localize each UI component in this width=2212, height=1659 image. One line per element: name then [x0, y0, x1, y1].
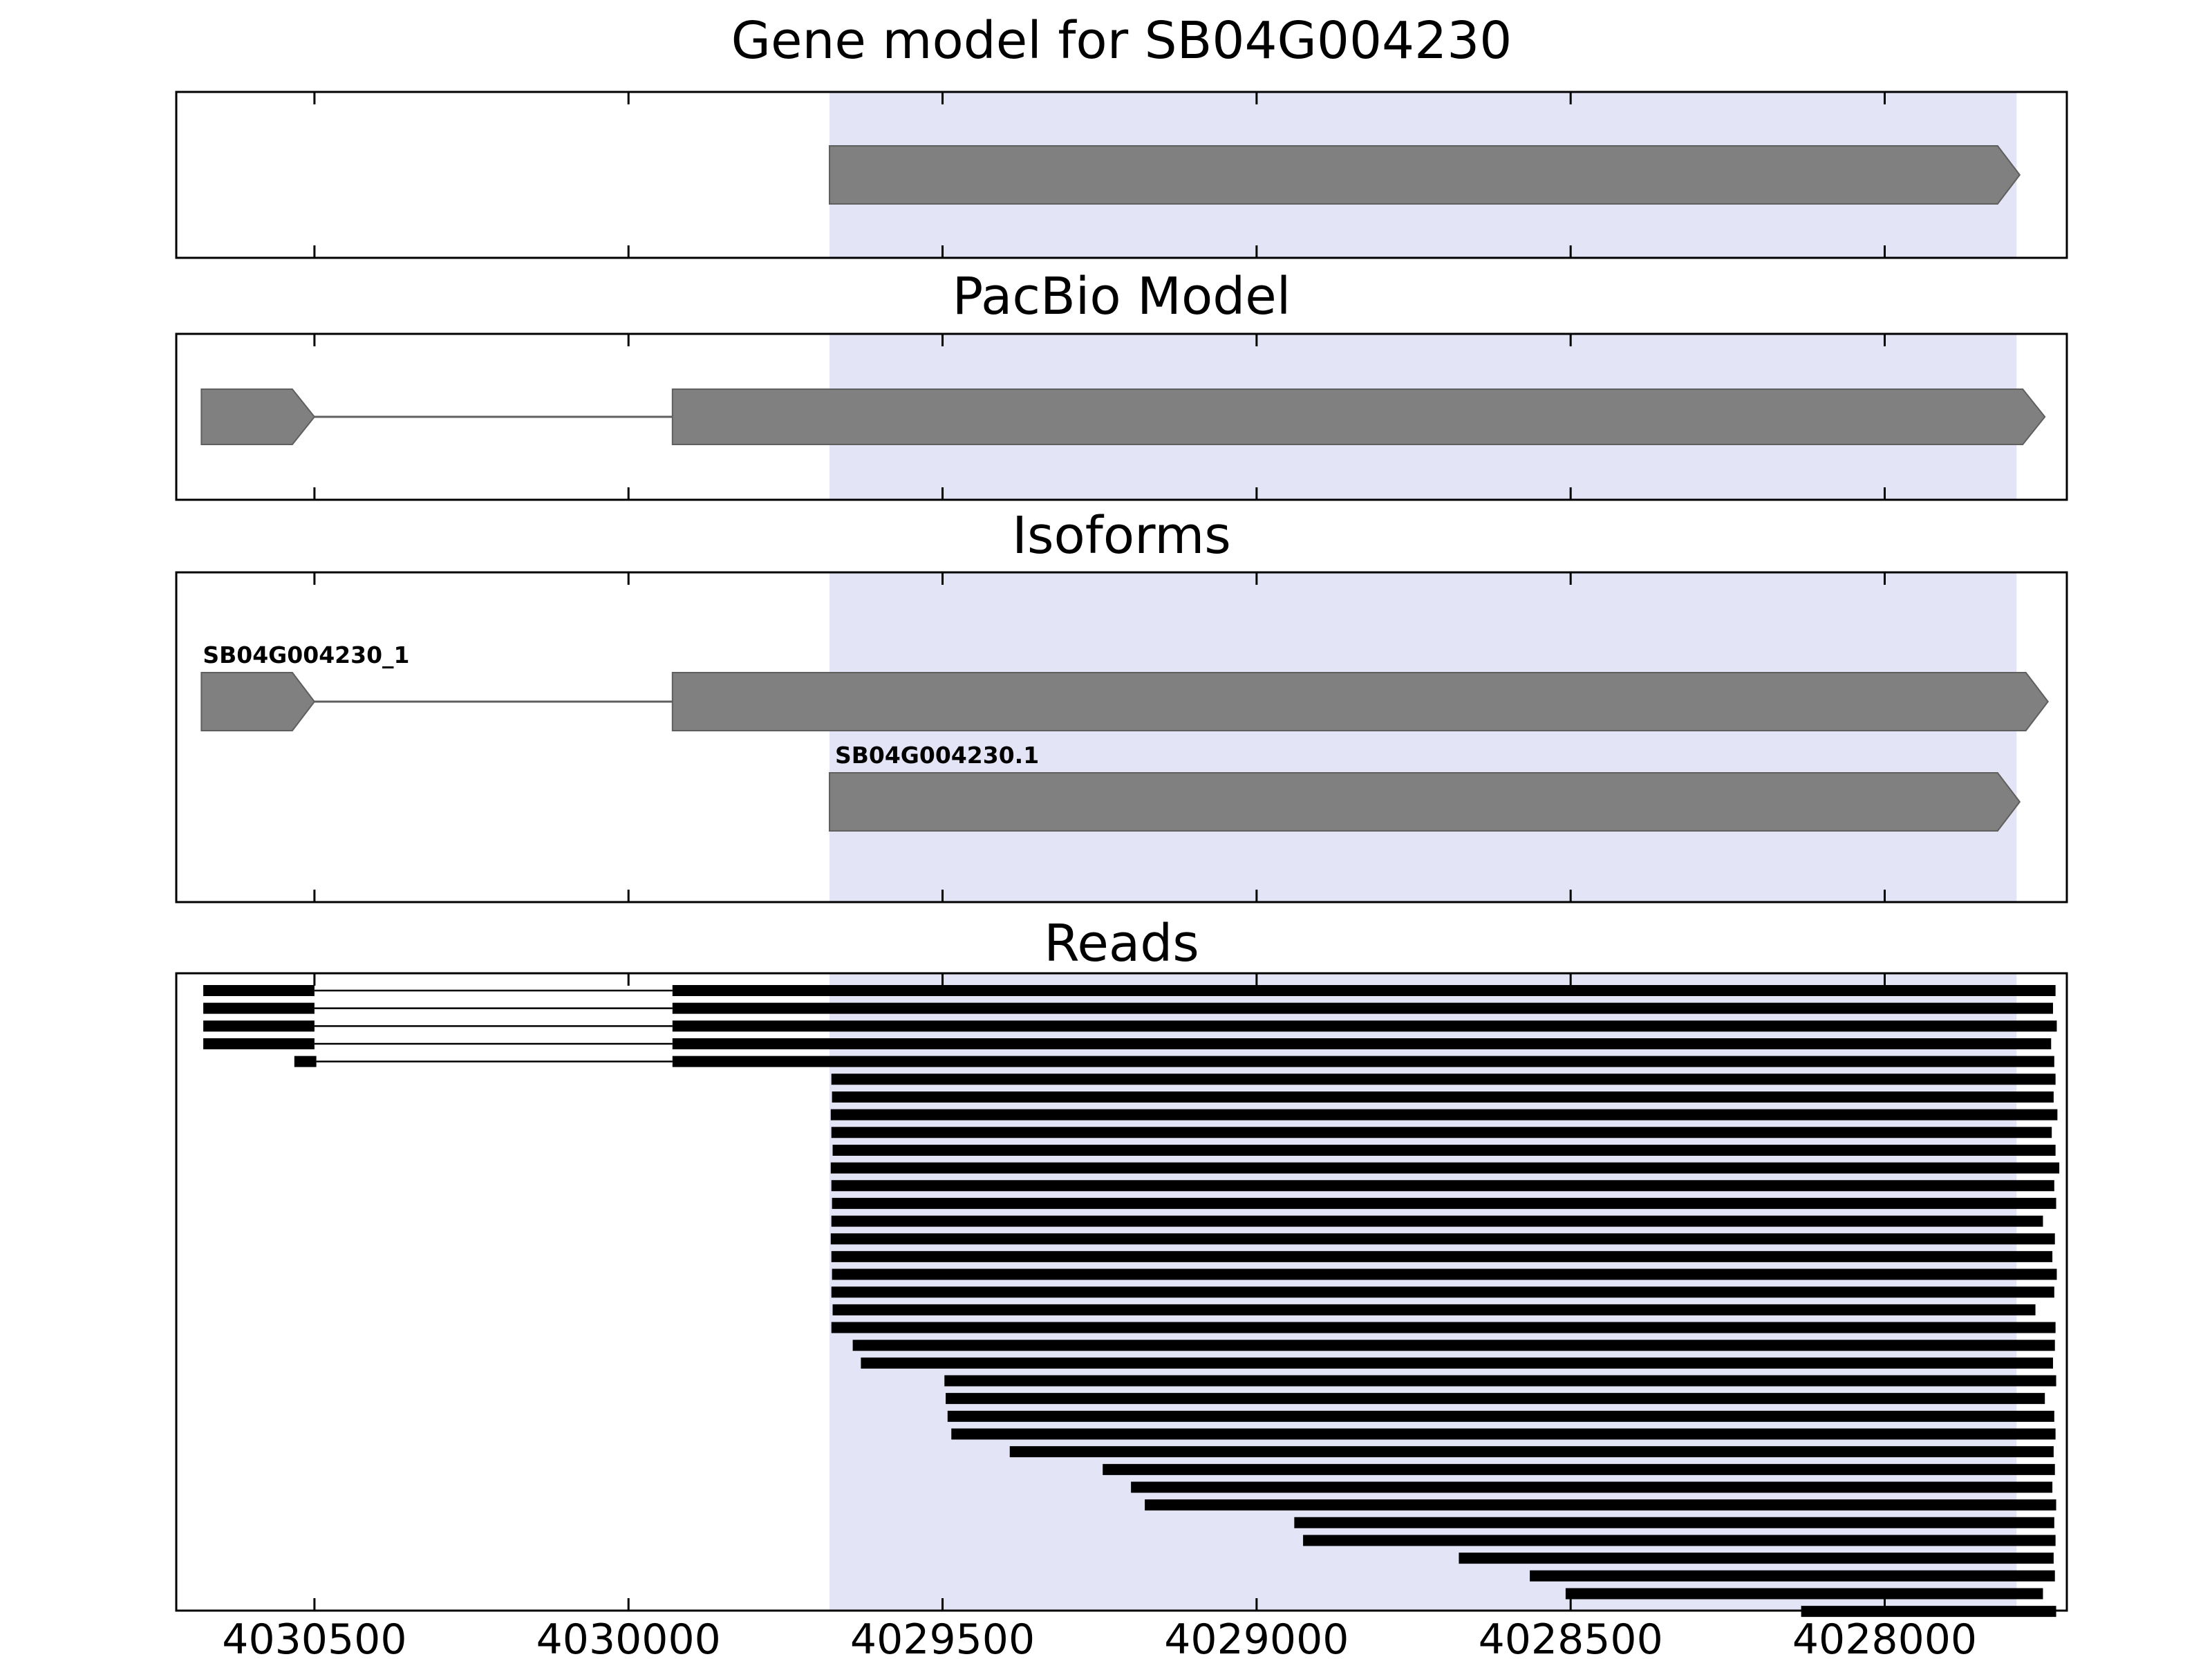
read-bar — [951, 1428, 2056, 1440]
read-bar — [831, 1286, 2054, 1298]
read-bar — [831, 1074, 2056, 1085]
read-bar — [830, 1109, 2058, 1121]
read-bar — [830, 1233, 2055, 1245]
read-bar — [832, 1268, 2057, 1280]
read-bar — [832, 1091, 2054, 1103]
read-bar — [944, 1375, 2056, 1387]
read-bar — [1565, 1588, 2043, 1600]
read-bar — [203, 1038, 315, 1049]
panel-border — [175, 972, 2068, 1612]
read-bar — [830, 1162, 2060, 1174]
read-bar — [1530, 1570, 2055, 1582]
panel-border — [175, 332, 2068, 501]
x-tick-label: 4028500 — [1479, 1615, 1663, 1659]
isoform-label: SB04G004230_1 — [203, 641, 409, 668]
read-bar — [1145, 1499, 2056, 1511]
read-bar — [831, 1215, 2043, 1227]
read-bar — [672, 1002, 2054, 1014]
x-tick-label: 4029500 — [850, 1615, 1035, 1659]
pacbio-model-arrow — [200, 388, 316, 445]
panel-border — [175, 91, 2068, 259]
panel-title-isoforms: Isoforms — [1012, 506, 1231, 565]
x-tick-label: 4030000 — [536, 1615, 721, 1659]
read-bar — [831, 1180, 2054, 1192]
read-bar — [1131, 1481, 2053, 1493]
read-bar — [1009, 1446, 2054, 1458]
highlight-region — [829, 572, 2017, 902]
read-bar — [831, 1322, 2056, 1333]
panel-title-gene-model: Gene model for SB04G004230 — [731, 11, 1512, 71]
read-bar — [832, 1197, 2056, 1209]
isoform-label: SB04G004230.1 — [835, 742, 1039, 769]
isoform-arrow — [200, 672, 316, 731]
read-bar — [946, 1393, 2045, 1405]
gene-model-arrow — [828, 145, 2021, 205]
read-bar — [831, 1250, 2053, 1262]
isoform-arrow — [671, 672, 2049, 731]
read-bar — [947, 1410, 2054, 1422]
read-bar — [672, 1038, 2052, 1049]
read-bar — [1459, 1553, 2054, 1564]
read-bar — [832, 1144, 2056, 1156]
read-bar — [852, 1340, 2055, 1351]
read-bar — [203, 1020, 315, 1032]
panel-title-pacbio-model: PacBio Model — [952, 267, 1291, 326]
read-bar — [672, 985, 2056, 996]
read-bar — [1303, 1535, 2056, 1546]
read-bar — [203, 985, 315, 996]
x-tick-label: 4029000 — [1164, 1615, 1349, 1659]
x-tick-label: 4030500 — [222, 1615, 406, 1659]
pacbio-model-arrow — [671, 388, 2046, 445]
isoform-arrow — [828, 772, 2021, 832]
read-bar — [672, 1020, 2057, 1032]
read-bar — [1294, 1517, 2054, 1528]
x-tick-label: 4028000 — [1792, 1615, 1977, 1659]
read-bar — [1103, 1463, 2055, 1475]
read-bar — [672, 1056, 2054, 1067]
read-bar — [294, 1056, 317, 1067]
read-bar — [831, 1127, 2052, 1138]
read-bar — [203, 1002, 315, 1014]
panel-title-reads: Reads — [1044, 914, 1199, 973]
read-bar — [861, 1357, 2054, 1369]
read-bar — [832, 1304, 2036, 1315]
panel-border — [175, 571, 2068, 903]
